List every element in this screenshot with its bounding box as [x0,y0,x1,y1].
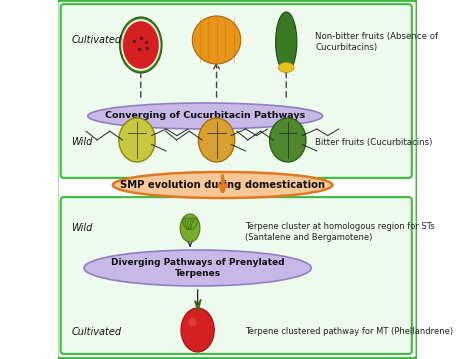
Ellipse shape [123,21,159,69]
Ellipse shape [185,218,190,230]
Ellipse shape [121,19,160,71]
Ellipse shape [119,118,155,162]
Text: Cultivated: Cultivated [71,327,121,337]
Ellipse shape [190,218,195,230]
Ellipse shape [84,250,311,286]
Ellipse shape [278,62,294,73]
Text: Terpene clustered pathway for MT (Phellandrene): Terpene clustered pathway for MT (Phella… [246,327,454,336]
Ellipse shape [192,16,241,64]
Ellipse shape [188,218,192,230]
Ellipse shape [275,12,297,72]
Text: Wild: Wild [71,137,92,147]
Text: Diverging Pathways of Prenylated
Terpenes: Diverging Pathways of Prenylated Terpene… [111,258,284,278]
FancyBboxPatch shape [61,197,412,354]
Text: Terpene cluster at homologous region for STs
(Santalene and Bergamotene): Terpene cluster at homologous region for… [246,222,435,242]
FancyBboxPatch shape [61,4,412,178]
Ellipse shape [189,318,197,327]
Ellipse shape [113,172,332,198]
Ellipse shape [199,118,235,162]
Text: Non-bitter fruits (Absence of
Cucurbitacins): Non-bitter fruits (Absence of Cucurbitac… [315,32,438,52]
Text: Wild: Wild [71,223,92,233]
Text: Cultivated: Cultivated [71,35,121,45]
Ellipse shape [191,218,198,229]
Text: Converging of Cucurbitacin Pathways: Converging of Cucurbitacin Pathways [105,112,305,121]
Ellipse shape [270,118,306,162]
FancyBboxPatch shape [57,0,417,359]
Text: SMP evolution during domestication: SMP evolution during domestication [120,180,325,190]
Ellipse shape [182,218,189,229]
Ellipse shape [119,17,162,73]
Ellipse shape [88,103,323,129]
Ellipse shape [181,308,214,352]
Ellipse shape [180,214,200,242]
Text: Bitter fruits (Cucurbitacins): Bitter fruits (Cucurbitacins) [315,137,432,146]
